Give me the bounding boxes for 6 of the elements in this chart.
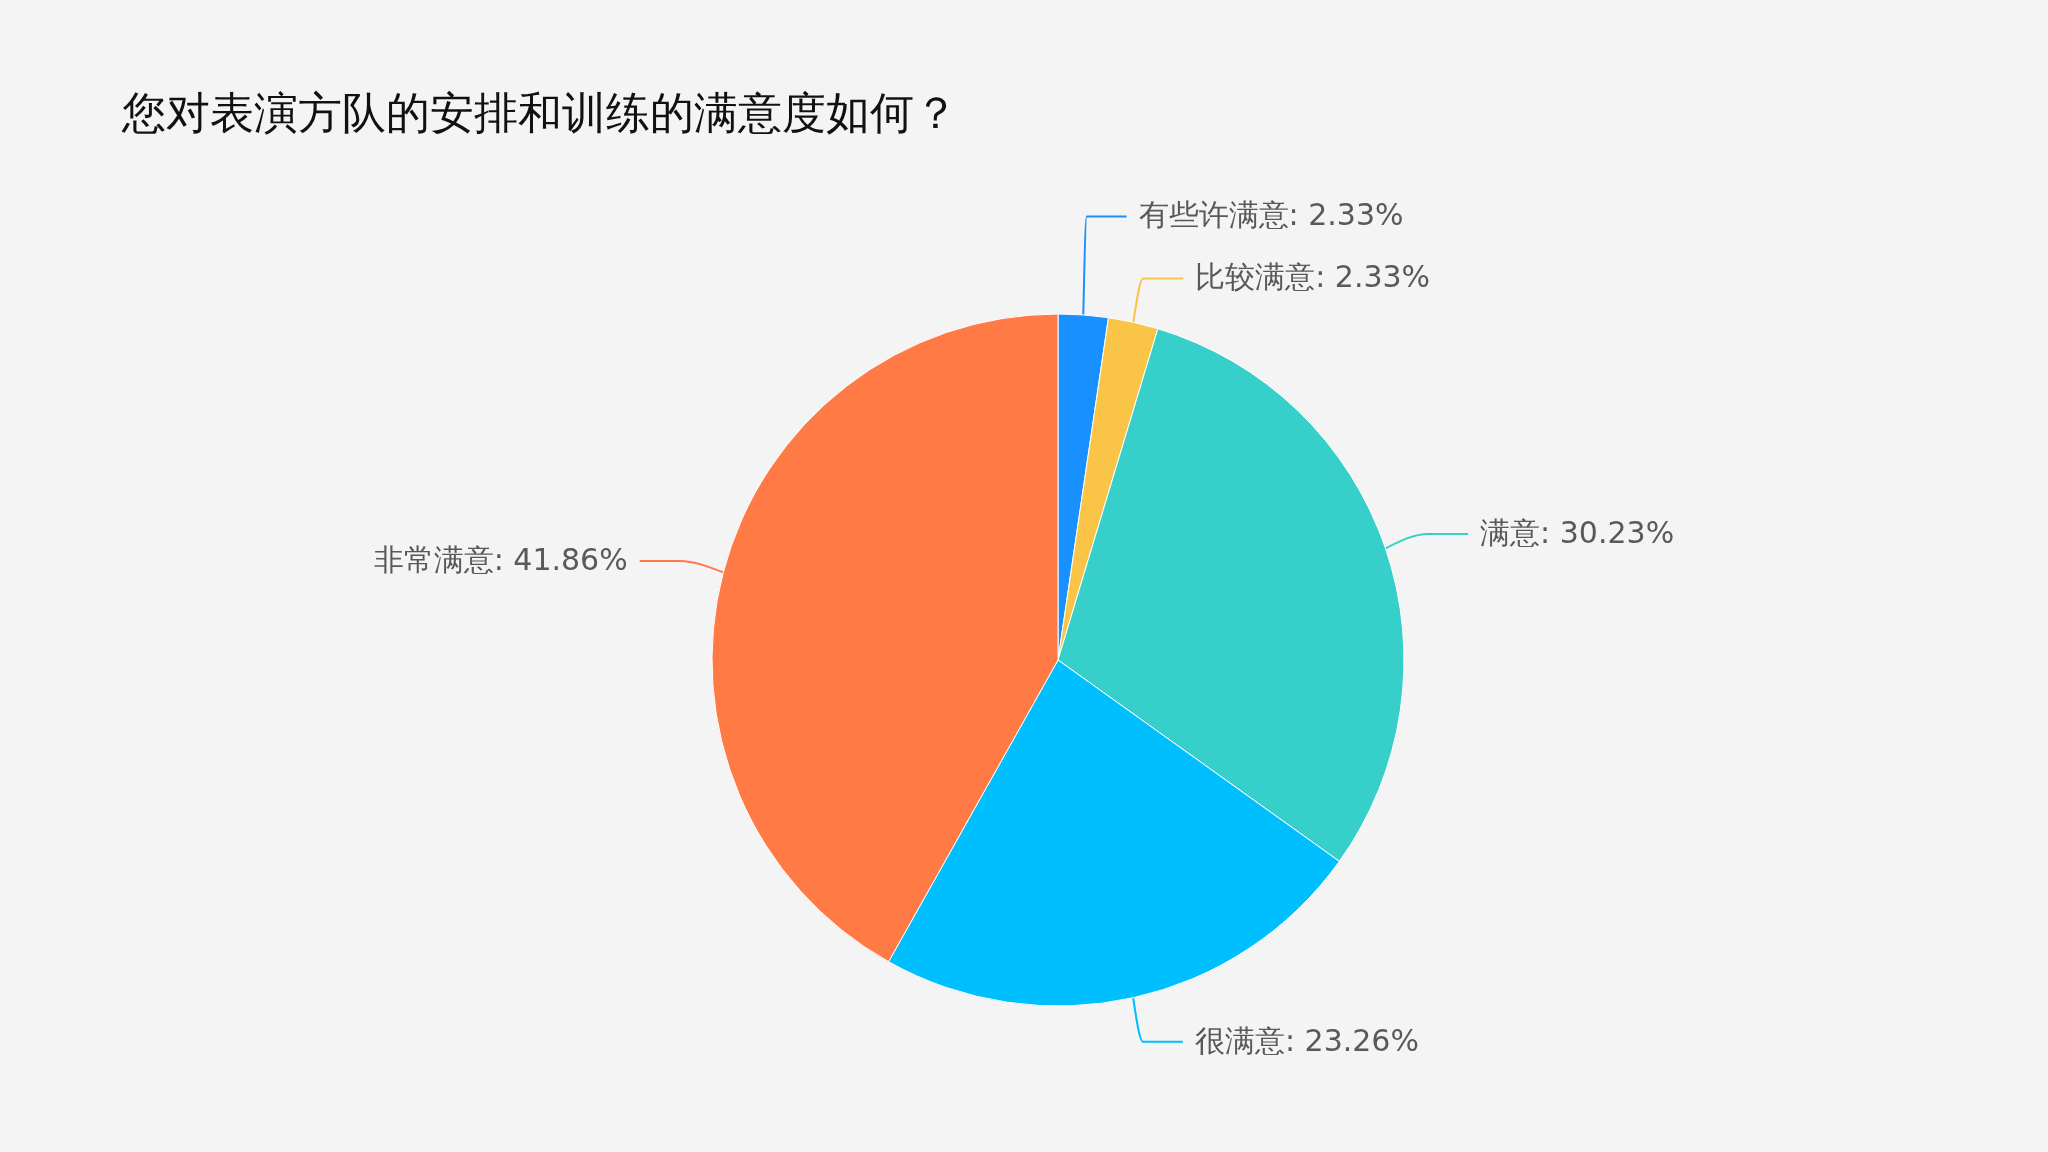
chart-title: 您对表演方队的安排和训练的满意度如何？ (121, 87, 958, 138)
slice-label: 比较满意: 2.33% (1195, 259, 1431, 295)
slice-label: 有些许满意: 2.33% (1138, 197, 1404, 233)
slice-label: 满意: 30.23% (1480, 514, 1675, 550)
slice-label: 非常满意: 41.86% (373, 542, 628, 578)
slice-label: 很满意: 23.26% (1194, 1022, 1419, 1058)
